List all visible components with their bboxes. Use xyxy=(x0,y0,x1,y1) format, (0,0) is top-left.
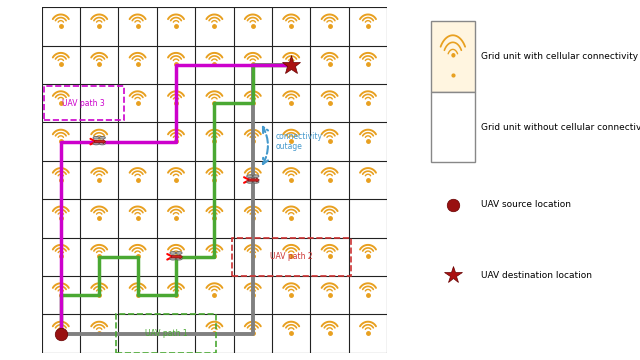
Text: Grid unit without cellular connectivity: Grid unit without cellular connectivity xyxy=(481,122,640,131)
Ellipse shape xyxy=(176,252,182,254)
Text: UAV source location: UAV source location xyxy=(481,200,571,209)
Ellipse shape xyxy=(253,175,259,177)
Text: UAV path 1: UAV path 1 xyxy=(145,329,188,338)
Ellipse shape xyxy=(246,181,253,183)
FancyArrow shape xyxy=(172,255,182,259)
FancyBboxPatch shape xyxy=(431,21,475,92)
Ellipse shape xyxy=(99,136,106,139)
Ellipse shape xyxy=(170,257,176,260)
FancyArrow shape xyxy=(95,139,106,144)
Text: UAV path 2: UAV path 2 xyxy=(270,252,312,261)
Ellipse shape xyxy=(246,175,253,177)
Text: UAV destination location: UAV destination location xyxy=(481,271,592,280)
Ellipse shape xyxy=(93,142,99,145)
Ellipse shape xyxy=(93,136,99,139)
Ellipse shape xyxy=(99,142,106,145)
Text: connectivity
outage: connectivity outage xyxy=(276,132,323,151)
FancyArrow shape xyxy=(248,178,259,182)
Ellipse shape xyxy=(253,181,259,183)
Ellipse shape xyxy=(170,252,176,254)
Ellipse shape xyxy=(176,257,182,260)
FancyBboxPatch shape xyxy=(431,92,475,162)
Text: Grid unit with cellular connectivity: Grid unit with cellular connectivity xyxy=(481,52,638,61)
Text: UAV path 3: UAV path 3 xyxy=(63,99,105,108)
Text: ●: ● xyxy=(451,52,455,57)
